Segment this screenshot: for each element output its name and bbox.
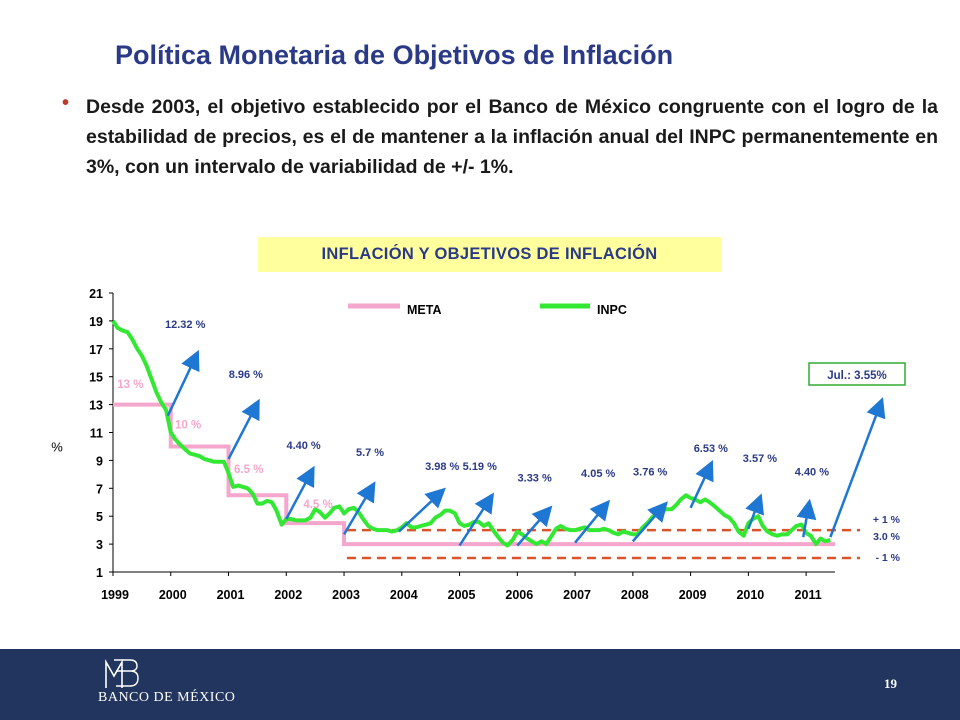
y-tick-label: 9 [96, 454, 103, 468]
forecast-arrow [631, 501, 668, 543]
logo-text: BANCO DE MÉXICO [98, 690, 236, 705]
band-label: 3.0 % [873, 531, 901, 543]
x-tick-label: 2002 [274, 588, 302, 602]
footer-bar [0, 649, 960, 720]
forecast-label: 3.98 % [425, 461, 459, 473]
x-tick-label: 2001 [217, 588, 245, 602]
forecast-arrow [829, 397, 886, 538]
y-tick-label: 11 [90, 427, 103, 441]
y-tick-label: 13 [89, 399, 103, 413]
y-tick-label: 19 [89, 315, 103, 329]
callout-box [808, 362, 906, 386]
forecast-arrow [166, 349, 200, 417]
chart-title: INFLACIÓN Y OBJETIVOS DE INFLACIÓN [258, 237, 721, 272]
y-tick-label: 3 [96, 538, 103, 552]
legend-meta-label: META [407, 303, 442, 317]
x-tick-label: 2000 [159, 588, 187, 602]
forecast-arrow [689, 460, 714, 509]
forecast-arrow [516, 505, 553, 547]
meta-label: 13 % [117, 379, 143, 391]
banxico-logo-icon [105, 658, 139, 688]
x-tick-label: 2006 [505, 588, 533, 602]
slide-title: Política Monetaria de Objetivos de Infla… [115, 40, 674, 70]
x-tick-label: 2010 [736, 588, 764, 602]
bullet-dot-icon: • [62, 92, 70, 114]
y-tick-label: 7 [96, 482, 103, 496]
bullet-text: Desde 2003, el objetivo establecido por … [86, 96, 938, 178]
forecast-label: 12.32 % [165, 319, 206, 331]
band-label: + 1 % [873, 514, 901, 526]
forecast-label: 5.7 % [356, 447, 384, 459]
page-number: 19 [884, 676, 897, 691]
forecast-arrow [745, 493, 764, 530]
y-tick-label: 15 [89, 371, 103, 385]
forecast-arrow [227, 398, 260, 460]
forecast-label: 6.53 % [694, 443, 728, 455]
inpc-line [111, 319, 831, 548]
forecast-arrow [285, 465, 315, 520]
band-label: - 1 % [875, 552, 900, 564]
meta-label: 10 % [175, 419, 201, 431]
x-tick-label: 2005 [448, 588, 476, 602]
forecast-label: 5.19 % [463, 461, 497, 473]
x-tick-label: 2008 [621, 588, 649, 602]
y-tick-label: 1 [96, 566, 103, 580]
x-tick-label: 2003 [332, 588, 360, 602]
legend-inpc-label: INPC [597, 303, 627, 317]
y-tick-label: 17 [89, 343, 103, 357]
meta-label: 4.5 % [303, 499, 332, 511]
callout-label: Jul.: 3.55% [827, 370, 886, 382]
forecast-arrow [574, 499, 611, 544]
bullet-paragraph: • Desde 2003, el objetivo establecido po… [62, 92, 938, 182]
forecast-label: 3.33 % [518, 472, 552, 484]
x-tick-label: 2004 [390, 588, 418, 602]
y-axis-label: % [51, 439, 63, 454]
y-tick-label: 5 [96, 510, 103, 524]
forecast-arrow [398, 487, 446, 533]
forecast-label: 4.40 % [286, 440, 320, 452]
x-tick-label: 2011 [795, 588, 822, 602]
forecast-label: 3.76 % [633, 467, 667, 479]
x-tick-label: 2009 [679, 588, 707, 602]
forecast-arrow [458, 492, 495, 547]
forecast-arrow [342, 481, 376, 535]
forecast-label: 4.40 % [795, 467, 829, 479]
x-tick-label: 1999 [101, 588, 129, 602]
meta-label: 6.5 % [234, 464, 263, 476]
forecast-label: 8.96 % [229, 369, 263, 381]
x-tick-label: 2007 [563, 588, 591, 602]
forecast-label: 4.05 % [581, 468, 615, 480]
forecast-arrow [796, 498, 817, 538]
forecast-label: 3.57 % [743, 453, 777, 465]
y-tick-label: 21 [89, 287, 103, 301]
